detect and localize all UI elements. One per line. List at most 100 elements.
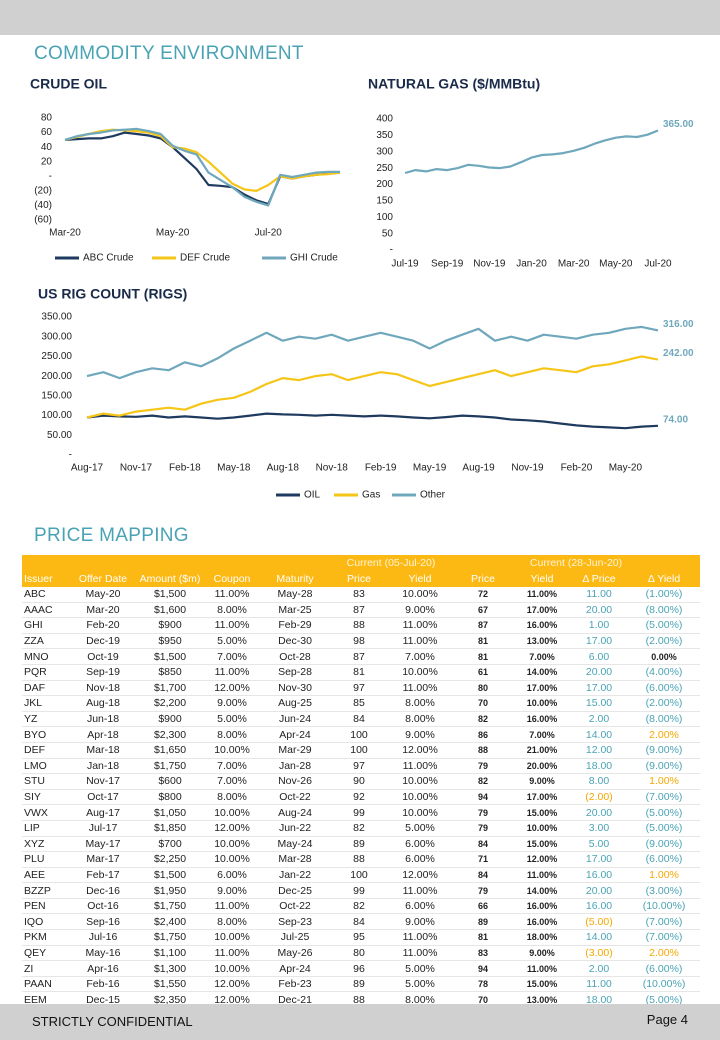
table-cell: BZZP [22, 882, 70, 899]
table-cell: 7.00% [204, 758, 260, 775]
y-tick-label: 200 [376, 179, 393, 190]
table-cell: 15.00% [514, 836, 571, 853]
table-cell: 13.00% [514, 633, 571, 650]
table-cell: 11.00 [570, 976, 629, 993]
table-cell: 12.00% [388, 742, 453, 759]
chart-title: CRUDE OIL [30, 76, 107, 92]
table-cell: 11.00% [388, 929, 453, 946]
table-cell: $1,500 [136, 587, 204, 603]
table-cell: (8.00%) [628, 711, 701, 728]
table-cell: 82 [452, 773, 515, 790]
table-cell: YZ [22, 711, 70, 728]
x-tick-label: Feb-20 [561, 463, 593, 474]
table-cell: 17.00 [570, 633, 629, 650]
x-tick-label: Aug-19 [462, 463, 495, 474]
table-cell: 71 [452, 851, 515, 868]
table-cell: $1,300 [136, 960, 204, 977]
group-header: Current (05-Jul-20) [330, 555, 453, 571]
table-cell: $2,250 [136, 851, 204, 868]
table-cell: LMO [22, 758, 70, 775]
table-cell: Dec-19 [70, 633, 136, 650]
table-cell: Jul-16 [70, 929, 136, 946]
table-cell: May-16 [70, 945, 136, 962]
table-cell: 87 [330, 602, 388, 619]
table-row: BYO Apr-18 $2,300 8.00% Apr-24 100 9.00% 86 7.00… [22, 726, 701, 743]
table-cell: $1,750 [136, 929, 204, 946]
table-cell: (1.00%) [628, 587, 701, 603]
table-cell: SIY [22, 789, 70, 806]
y-tick-label: 400 [376, 114, 393, 125]
table-cell: Oct-17 [70, 789, 136, 806]
y-tick-label: 20 [41, 156, 53, 167]
table-cell: 78 [452, 976, 515, 993]
table-cell: 11.00% [388, 882, 453, 899]
table-cell: PKM [22, 929, 70, 946]
table-cell: Mar-20 [70, 602, 136, 619]
table-cell: 6.00% [388, 851, 453, 868]
table-cell: $1,550 [136, 976, 204, 993]
table-cell: 9.00% [514, 945, 571, 962]
table-cell: 10.00% [204, 836, 260, 853]
x-tick-label: Feb-19 [365, 463, 397, 474]
table-cell: IQO [22, 913, 70, 931]
price-table: Current (05-Jul-20) Current (28-Jun-20) Is… [22, 555, 701, 1024]
group-header-row: Current (05-Jul-20) Current (28-Jun-20) [22, 555, 701, 571]
y-tick-label: 200.00 [41, 371, 72, 382]
table-cell: Aug-17 [70, 804, 136, 821]
table-cell: 80 [452, 680, 515, 697]
table-cell: Apr-16 [70, 960, 136, 977]
x-tick-label: May-20 [156, 228, 190, 239]
table-cell: 6.00% [388, 836, 453, 853]
table-cell: $1,500 [136, 867, 204, 884]
table-cell: 90 [330, 773, 388, 790]
table-cell: 12.00% [514, 851, 571, 868]
table-cell: 14.00 [570, 929, 629, 946]
table-cell: 16.00% [514, 898, 571, 915]
table-cell: 10.00% [388, 789, 453, 806]
table-cell: Nov-18 [70, 680, 136, 697]
x-tick-label: Mar-20 [558, 259, 590, 270]
x-tick-label: May-18 [217, 463, 251, 474]
table-cell: $1,850 [136, 820, 204, 837]
table-cell: 15.00% [514, 804, 571, 821]
table-cell: 8.00% [204, 602, 260, 619]
table-row: XYZ May-17 $700 10.00% May-24 89 6.00% 84 15.00%… [22, 836, 701, 853]
table-cell: 2.00 [570, 960, 629, 977]
table-cell: 82 [452, 711, 515, 728]
x-tick-label: Jul-20 [644, 259, 672, 270]
table-row: AAAC Mar-20 $1,600 8.00% Mar-25 87 9.00% 67 17.0… [22, 602, 701, 619]
value-label: 365.00 [663, 119, 694, 130]
value-label: 74.00 [663, 414, 688, 425]
table-cell: 87 [330, 648, 388, 665]
table-cell: $2,300 [136, 726, 204, 743]
table-cell: Feb-16 [70, 976, 136, 993]
table-cell: (2.00%) [628, 695, 701, 712]
table-cell: Aug-18 [70, 695, 136, 712]
table-cell: 6.00% [388, 898, 453, 915]
table-cell: MNO [22, 648, 70, 665]
y-tick-label: 50 [382, 228, 394, 239]
table-cell: May-20 [70, 587, 136, 603]
table-cell: Feb-17 [70, 867, 136, 884]
table-cell: 5.00% [204, 633, 260, 650]
header-cell [22, 555, 330, 571]
table-cell: 100 [330, 726, 388, 743]
table-cell: 86 [452, 726, 515, 743]
table-cell: 8.00% [388, 711, 453, 728]
table-cell: 7.00% [204, 648, 260, 665]
table-cell: (6.00%) [628, 680, 701, 697]
table-cell: 97 [330, 680, 388, 697]
table-cell: 88 [330, 851, 388, 868]
table-cell: $2,200 [136, 695, 204, 712]
column-header: Offer Date [70, 571, 136, 587]
table-cell: DAF [22, 680, 70, 697]
header-row: Issuer Offer Date Amount ($m) Coupon Maturit… [22, 571, 701, 587]
table-cell: Jan-18 [70, 758, 136, 775]
chart-title: US RIG COUNT (RIGS) [38, 286, 187, 302]
table-cell: 8.00% [204, 726, 260, 743]
table-cell: 12.00% [388, 867, 453, 884]
table-cell: 10.00% [204, 804, 260, 821]
table-row: VWX Aug-17 $1,050 10.00% Aug-24 99 10.00% 79 15.… [22, 804, 701, 821]
table-cell: (2.00%) [628, 633, 701, 650]
y-tick-label: - [390, 245, 393, 256]
